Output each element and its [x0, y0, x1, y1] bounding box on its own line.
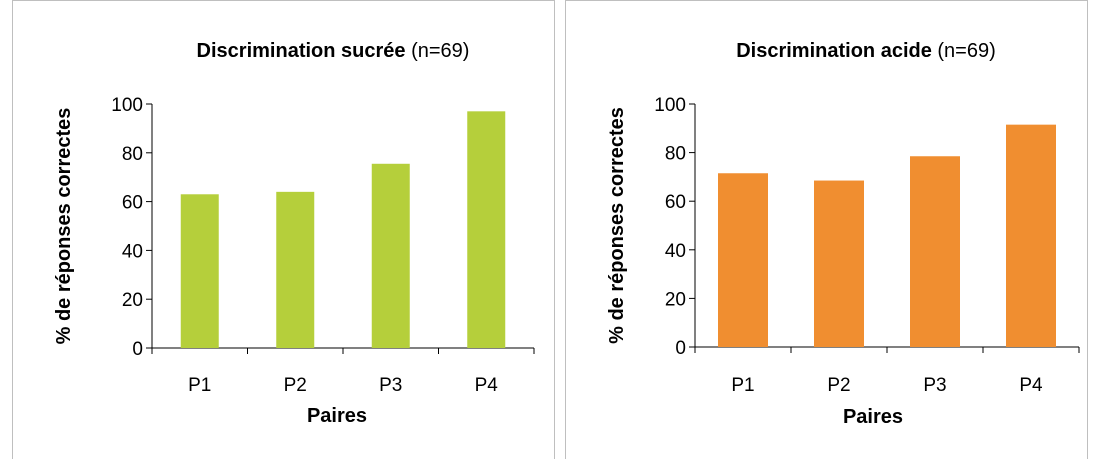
y-axis-label: % de réponses correctes [53, 108, 75, 345]
chart-panel-sweet: Discrimination sucrée (n=69) 0 20 40 60 80 100… [12, 0, 555, 459]
chart-title: Discrimination sucrée (n=69) [197, 40, 470, 62]
x-tick-label: P1 [188, 375, 211, 396]
x-tick-label: P2 [284, 375, 307, 396]
y-tick-label: 0 [675, 338, 686, 359]
y-tick-label: 0 [132, 339, 143, 360]
x-tick-label: P4 [1019, 375, 1043, 396]
bar-p1 [718, 173, 768, 347]
x-axis-label: Paires [843, 406, 903, 428]
x-tick-label: P2 [827, 375, 850, 396]
bar-p2 [276, 191, 315, 348]
y-tick-label: 100 [111, 95, 143, 116]
y-axis-label: % de réponses correctes [606, 107, 628, 344]
chart-title: Discrimination acide (n=69) [736, 40, 996, 62]
x-tick-label: P4 [475, 375, 499, 396]
y-tick-label: 80 [665, 144, 686, 165]
y-tick-label: 60 [122, 193, 143, 214]
chart-panel-acid: Discrimination acide (n=69) 0 20 40 60 80 100 P… [565, 0, 1088, 459]
bar-p3 [371, 163, 410, 348]
x-tick-label: P3 [379, 375, 402, 396]
y-tick-label: 20 [665, 289, 686, 310]
chart-sweet-discrimination: Discrimination sucrée (n=69) 0 20 40 60 80 100… [53, 40, 535, 427]
x-axis-label: Paires [307, 405, 367, 427]
bar-p3 [910, 156, 960, 347]
y-tick-label: 40 [665, 241, 686, 262]
x-tick-label: P3 [923, 375, 946, 396]
bar-p2 [814, 180, 864, 347]
y-tick-label: 80 [122, 144, 143, 165]
y-tick-label: 60 [665, 192, 686, 213]
bar-p4 [467, 111, 506, 348]
bar-p1 [180, 194, 219, 348]
x-tick-label: P1 [731, 375, 754, 396]
y-tick-label: 100 [654, 95, 686, 116]
chart-acid-discrimination: Discrimination acide (n=69) 0 20 40 60 80 100 P… [606, 40, 1080, 428]
bar-p4 [1006, 124, 1056, 347]
y-tick-label: 40 [122, 241, 143, 262]
y-tick-label: 20 [122, 290, 143, 311]
